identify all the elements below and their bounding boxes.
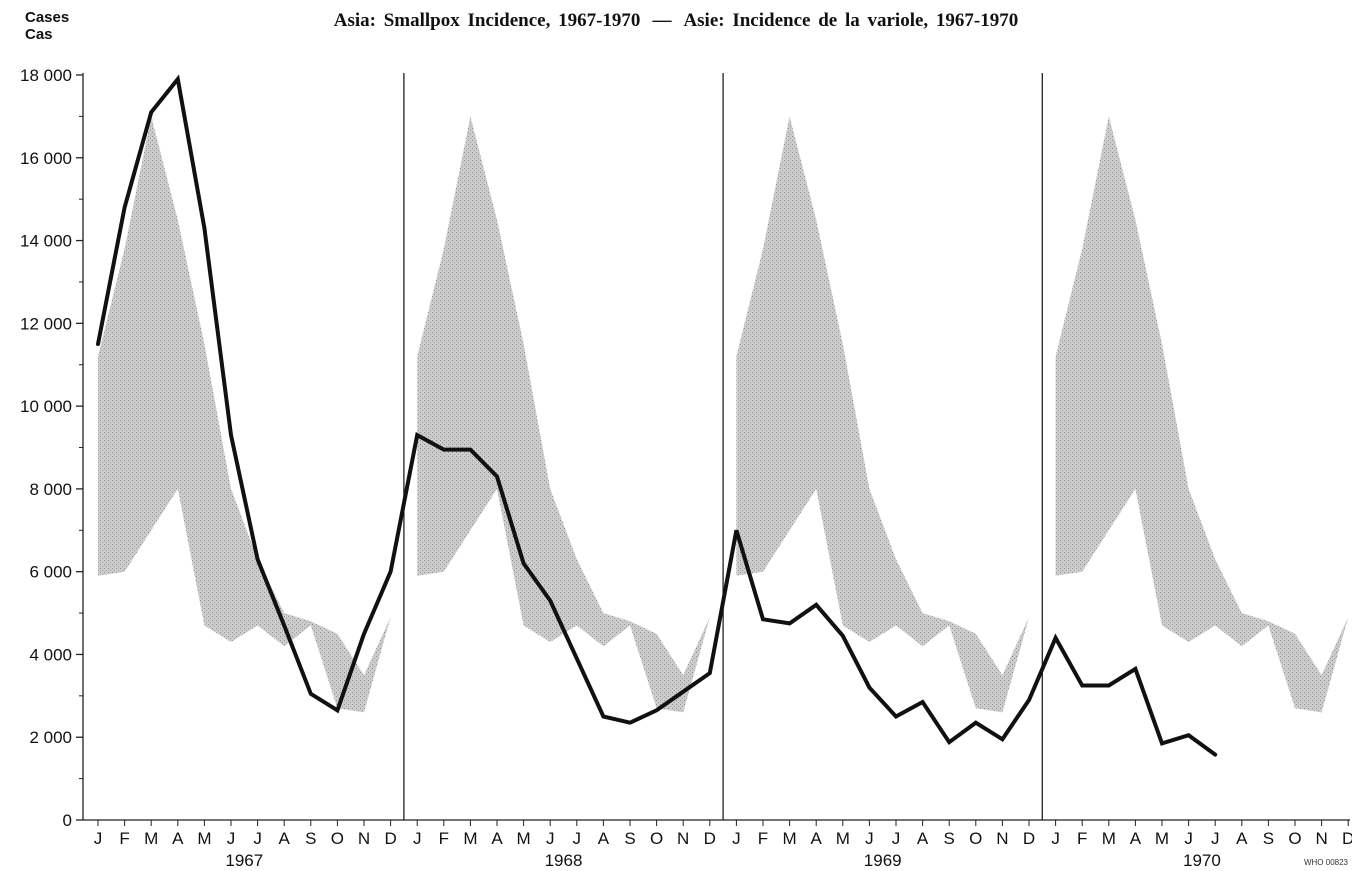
month-label-1967-9: S (305, 829, 316, 848)
title-separator: — (652, 10, 672, 31)
chart-title-en: Asia: Smallpox Incidence, 1967-1970 (333, 10, 641, 31)
month-label-1968-2: F (439, 829, 449, 848)
month-label-1969-6: J (865, 829, 874, 848)
seasonal-range-band-layer (98, 116, 1349, 713)
month-label-1967-8: A (279, 829, 291, 848)
month-label-1968-7: J (573, 829, 582, 848)
month-label-1968-9: S (624, 829, 635, 848)
month-label-1967-4: A (172, 829, 184, 848)
y-tick-label-6000: 6 000 (29, 563, 72, 582)
y-tick-label-10000: 10 000 (20, 397, 72, 416)
month-label-1967-3: M (144, 829, 158, 848)
y-tick-label-8000: 8 000 (29, 480, 72, 499)
y-tick-label-16000: 16 000 (20, 149, 72, 168)
y-tick-label-18000: 18 000 (20, 66, 72, 85)
year-label-1969: 1969 (864, 851, 902, 870)
chart-title-fr: Asie: Incidence de la variole, 1967-1970 (683, 10, 1019, 31)
month-label-1968-6: J (546, 829, 555, 848)
seasonal-band-1967 (98, 116, 391, 713)
chart-title: Asia: Smallpox Incidence, 1967-1970 — Asie… (0, 10, 1352, 32)
month-label-1970-1: J (1051, 829, 1060, 848)
month-label-1970-3: M (1102, 829, 1116, 848)
y-tick-label-14000: 14 000 (20, 232, 72, 251)
month-label-1969-8: A (917, 829, 929, 848)
month-label-1970-5: M (1155, 829, 1169, 848)
month-label-1968-10: O (650, 829, 663, 848)
y-tick-label-4000: 4 000 (29, 645, 72, 664)
month-label-1967-5: M (197, 829, 211, 848)
month-label-1967-1: J (94, 829, 103, 848)
month-label-1968-3: M (463, 829, 477, 848)
month-label-1967-12: D (384, 829, 396, 848)
month-label-1970-2: F (1077, 829, 1087, 848)
seasonal-band-1969 (736, 116, 1029, 713)
month-label-1968-12: D (704, 829, 716, 848)
seasonal-band-1970 (1055, 116, 1349, 713)
year-label-1970: 1970 (1183, 851, 1221, 870)
month-label-1970-12: D (1342, 829, 1352, 848)
month-label-1969-5: M (836, 829, 850, 848)
month-label-1968-11: N (677, 829, 689, 848)
y-tick-label-12000: 12 000 (20, 314, 72, 333)
month-label-1969-2: F (758, 829, 768, 848)
month-label-1970-8: A (1236, 829, 1248, 848)
month-label-1968-4: A (491, 829, 503, 848)
month-label-1970-6: J (1184, 829, 1193, 848)
month-label-1969-9: S (944, 829, 955, 848)
month-label-1967-2: F (119, 829, 129, 848)
month-label-1969-7: J (892, 829, 901, 848)
y-axis-label: Cases Cas (25, 9, 69, 43)
month-label-1969-4: A (811, 829, 823, 848)
year-label-1968: 1968 (545, 851, 583, 870)
month-label-1970-7: J (1211, 829, 1220, 848)
axes-layer (76, 73, 1350, 826)
month-label-1969-3: M (783, 829, 797, 848)
month-label-1970-9: S (1263, 829, 1274, 848)
seasonal-band-1968 (417, 116, 710, 713)
month-label-1968-1: J (413, 829, 422, 848)
y-tick-label-0: 0 (63, 811, 72, 830)
month-label-1969-10: O (969, 829, 982, 848)
y-axis-label-en: Cases (25, 9, 70, 26)
y-tick-label-2000: 2 000 (29, 728, 72, 747)
incidence-line-layer (96, 74, 1218, 757)
month-label-1968-5: M (517, 829, 531, 848)
month-label-1967-7: J (253, 829, 262, 848)
month-label-1968-8: A (598, 829, 610, 848)
month-label-1967-11: N (358, 829, 370, 848)
axis-labels-layer: 0 2 000 4 000 6 000 8 000 10 000 12 000 14 000 1… (20, 66, 1352, 870)
figure-code: WHO 00823 (1303, 858, 1348, 867)
month-label-1970-11: N (1315, 829, 1327, 848)
y-axis-label-fr: Cas (25, 26, 53, 43)
month-label-1970-10: O (1288, 829, 1301, 848)
month-label-1967-10: O (331, 829, 344, 848)
month-label-1967-6: J (227, 829, 236, 848)
year-label-1967: 1967 (225, 851, 263, 870)
month-label-1970-4: A (1130, 829, 1142, 848)
month-label-1969-11: N (996, 829, 1008, 848)
month-label-1969-12: D (1023, 829, 1035, 848)
month-label-1969-1: J (732, 829, 741, 848)
